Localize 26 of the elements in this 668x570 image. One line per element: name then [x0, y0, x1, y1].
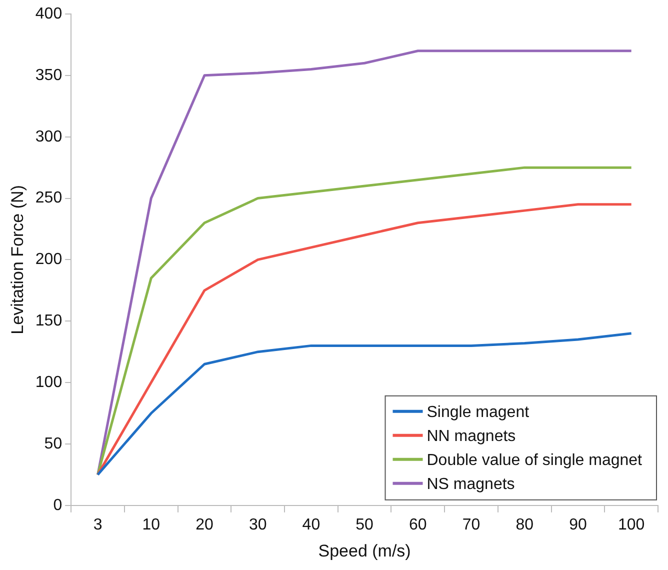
legend-label: NN magnets	[426, 428, 516, 445]
x-tick-label: 70	[462, 516, 480, 534]
x-tick-label: 100	[618, 516, 645, 534]
y-tick-label: 50	[44, 435, 62, 452]
y-tick-label: 400	[35, 5, 62, 22]
x-tick-label: 90	[569, 516, 587, 534]
x-tick-label: 60	[409, 516, 427, 534]
y-axis-title: Levitation Force (N)	[8, 185, 27, 334]
y-tick-label: 0	[53, 496, 62, 514]
legend-label: NS magnets	[426, 476, 515, 493]
x-axis-title: Speed (m/s)	[318, 541, 411, 560]
x-tick-label: 3	[93, 516, 102, 534]
x-tick-label: 40	[302, 516, 320, 534]
y-tick-label: 100	[35, 374, 62, 391]
x-tick-label: 50	[356, 516, 374, 534]
x-tick-label: 80	[516, 516, 534, 534]
x-tick-label: 30	[248, 516, 267, 534]
y-tick-label: 200	[35, 251, 62, 268]
y-tick-label: 300	[35, 128, 62, 146]
y-tick-label: 250	[35, 190, 62, 207]
x-tick-label: 10	[142, 516, 160, 534]
legend-label: Double value of single magnet	[426, 452, 643, 469]
y-tick-label: 150	[35, 312, 62, 330]
x-tick-label: 20	[196, 516, 214, 534]
y-tick-label: 350	[35, 66, 62, 84]
legend-label: Single magent	[426, 404, 530, 421]
